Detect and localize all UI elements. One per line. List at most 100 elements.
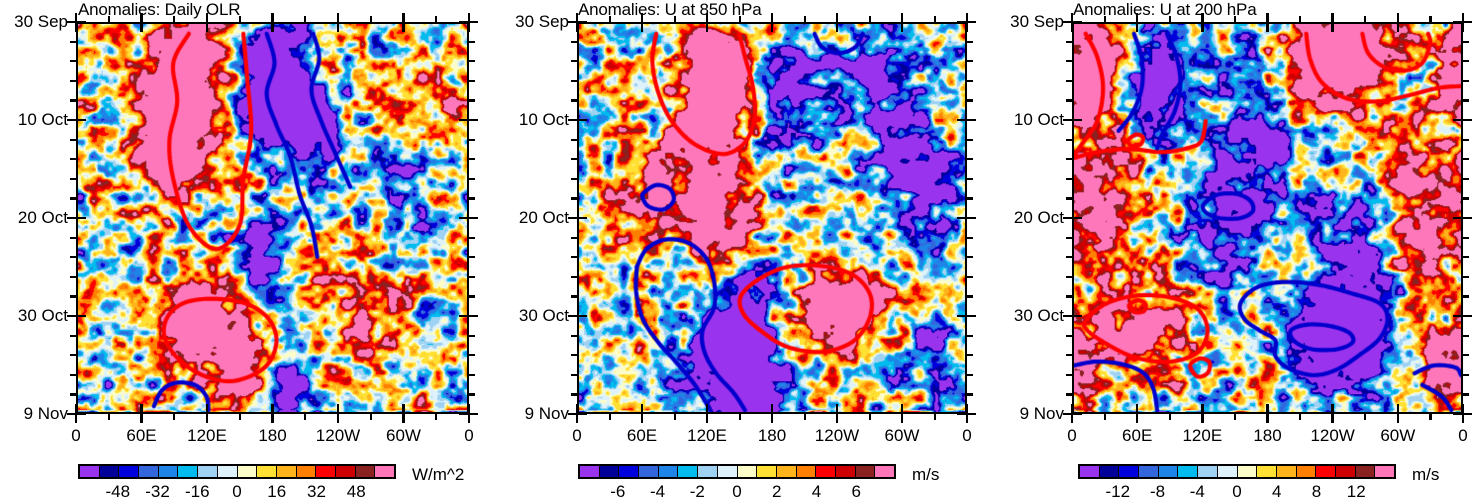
x-major-tick [900,404,904,423]
colorbar-swatch [296,466,317,477]
y-minor-tick [467,275,475,278]
y-minor-tick [1066,373,1074,376]
y-major-tick [568,216,587,220]
x-minor-tick [1429,412,1432,420]
x-major-tick [1266,13,1269,32]
x-major-tick [705,404,709,423]
colorbar-tick-label: -4 [1189,482,1205,501]
y-minor-tick [1461,393,1469,396]
colorbar-swatch [1375,466,1394,477]
y-major-tick [1063,216,1082,220]
x-major-tick [1266,404,1269,423]
colorbar-units-label: m/s [912,465,940,484]
x-major-tick [1396,404,1400,423]
colorbar-tick-label: 16 [267,482,287,501]
panel-title-u200: Anomalies: U at 200 hPa [1073,0,1257,19]
y-minor-tick [965,177,973,180]
x-minor-tick [673,16,676,24]
y-minor-tick [70,275,78,278]
y-minor-tick [467,197,475,200]
y-minor-tick [1461,138,1469,141]
x-major-tick [835,13,839,32]
y-major-tick [1063,314,1082,318]
x-minor-tick [738,16,741,24]
y-major-tick [1453,216,1472,220]
y-minor-tick [70,295,78,298]
colorbar-swatch [1355,466,1376,477]
plot-area-u200 [1072,22,1463,414]
colorbar-tick-label: -12 [1105,482,1131,501]
olr-anomaly-field [78,24,467,412]
y-minor-tick [467,354,475,357]
x-minor-tick [1233,16,1237,24]
colorbar-swatch [678,466,699,477]
x-major-tick [1201,404,1204,423]
x-minor-tick [1168,412,1171,420]
colorbar-swatch [580,466,600,477]
colorbar-tick-label: 0 [732,482,742,501]
colorbar-swatch [1217,466,1238,477]
y-minor-tick [467,177,475,180]
y-minor-tick [1066,138,1074,141]
y-minor-tick [1461,295,1469,298]
colorbar-swatch [1099,466,1120,477]
x-axis-label: 180 [258,426,287,445]
colorbar-tick-label: -6 [610,482,626,501]
y-minor-tick [1066,256,1074,259]
colorbar-tick-label: 12 [1346,482,1366,501]
y-minor-tick [1066,275,1074,278]
x-axis-label: 120W [315,426,361,445]
y-minor-tick [965,236,973,239]
y-minor-tick [571,236,579,239]
x-minor-tick [435,412,438,420]
x-major-tick [1135,404,1139,423]
x-major-tick [402,404,405,423]
x-major-tick [1331,13,1334,32]
y-minor-tick [1461,354,1469,357]
y-major-tick [568,118,587,122]
x-minor-tick [304,16,307,24]
x-major-tick [1331,404,1334,423]
plot-area-u850 [577,22,967,414]
colorbar-swatch [355,466,376,477]
x-axis-label: 120E [187,426,227,445]
colorbar-swatch [835,466,856,477]
y-axis-label: 10 Oct [1013,110,1064,129]
x-major-tick [770,13,774,32]
y-axis-label: 9 Nov [524,404,569,423]
y-minor-tick [70,138,78,141]
x-major-tick [336,404,340,423]
colorbar-swatch [335,466,356,477]
x-minor-tick [1233,412,1237,420]
x-major-tick [271,13,274,32]
x-major-tick [965,404,969,423]
y-axis-label: 30 Oct [1013,306,1064,325]
colorbar-swatch [816,466,836,477]
colorbar-swatch [1316,466,1336,477]
x-major-tick [575,13,579,32]
x-major-tick [900,13,904,32]
colorbar-swatch [639,466,659,477]
x-major-tick [74,404,78,423]
colorbar-swatch [875,466,894,477]
x-minor-tick [803,16,806,24]
y-minor-tick [571,334,579,337]
x-major-tick [1461,404,1465,423]
y-minor-tick [965,158,973,161]
y-minor-tick [965,275,973,278]
x-major-tick [140,404,143,423]
y-minor-tick [965,393,973,396]
y-minor-tick [965,138,973,141]
y-minor-tick [1066,79,1074,82]
y-minor-tick [965,99,973,102]
y-minor-tick [571,60,579,63]
y-minor-tick [70,334,78,337]
colorbar-swatch [198,466,218,477]
x-axis-label: 60E [126,426,157,445]
y-axis-label: 10 Oct [518,110,569,129]
y-major-tick [957,118,976,122]
x-axis-label: 120W [814,426,860,445]
y-minor-tick [467,295,475,298]
x-major-tick [770,404,774,423]
x-minor-tick [608,16,611,24]
